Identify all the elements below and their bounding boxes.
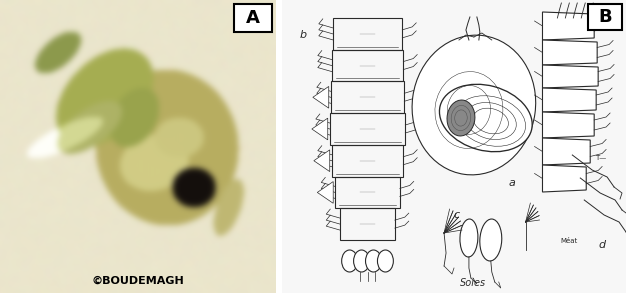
Polygon shape: [314, 150, 330, 172]
Bar: [330, 113, 405, 145]
Bar: [335, 177, 400, 208]
Ellipse shape: [342, 250, 357, 272]
Ellipse shape: [447, 100, 475, 136]
Text: B: B: [598, 8, 612, 26]
Text: d: d: [598, 240, 605, 250]
Polygon shape: [543, 112, 594, 138]
Bar: [332, 50, 403, 81]
Polygon shape: [543, 138, 590, 165]
Text: ©BOUDEMAGH: ©BOUDEMAGH: [91, 275, 184, 285]
Polygon shape: [543, 12, 594, 40]
Polygon shape: [543, 165, 586, 192]
Text: b: b: [300, 30, 307, 40]
Bar: [588, 4, 622, 30]
Text: a: a: [509, 178, 516, 188]
Ellipse shape: [460, 219, 478, 257]
Polygon shape: [313, 86, 329, 108]
Bar: [331, 81, 404, 113]
Bar: [234, 4, 272, 32]
Bar: [340, 208, 395, 240]
Text: T—: T—: [595, 155, 607, 161]
Ellipse shape: [439, 84, 532, 152]
Ellipse shape: [377, 250, 393, 272]
Bar: [332, 18, 403, 50]
Ellipse shape: [412, 35, 536, 175]
Polygon shape: [543, 88, 596, 112]
Text: c: c: [453, 210, 459, 220]
Polygon shape: [312, 118, 328, 140]
Polygon shape: [543, 65, 598, 88]
Ellipse shape: [480, 219, 502, 261]
Bar: [332, 145, 403, 177]
Text: A: A: [246, 9, 260, 27]
Polygon shape: [317, 182, 333, 203]
Ellipse shape: [366, 250, 381, 272]
Ellipse shape: [354, 250, 369, 272]
Text: Méat: Méat: [560, 238, 578, 244]
Polygon shape: [543, 40, 597, 65]
Text: Soies: Soies: [460, 278, 486, 288]
